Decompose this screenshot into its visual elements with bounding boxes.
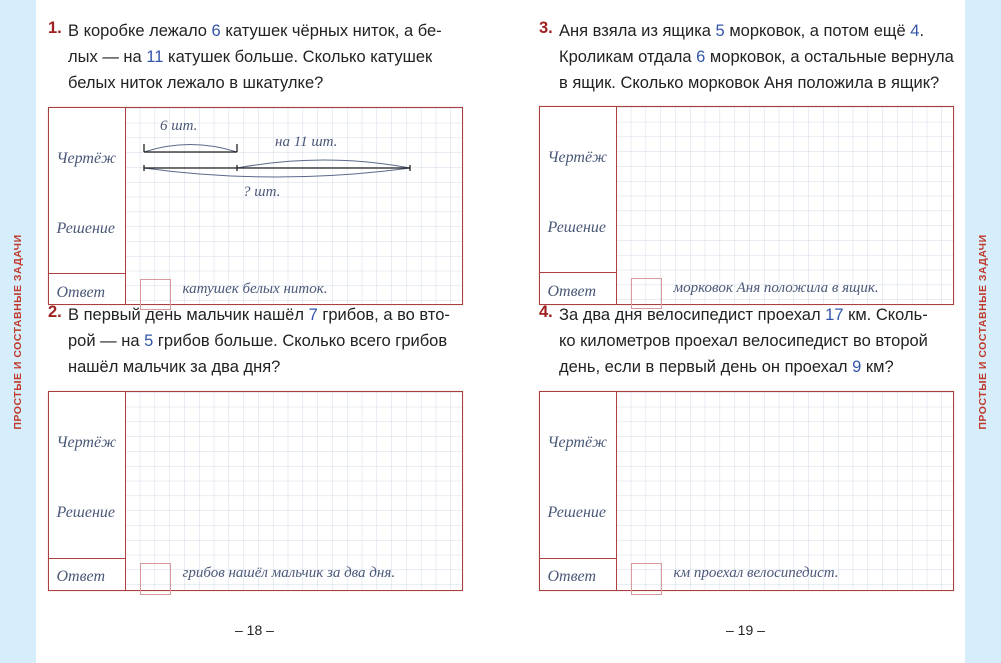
svg-text:? шт.: ? шт. [243,184,280,200]
svg-text:на 11 шт.: на 11 шт. [275,134,337,150]
svg-text:6 шт.: 6 шт. [160,118,197,134]
